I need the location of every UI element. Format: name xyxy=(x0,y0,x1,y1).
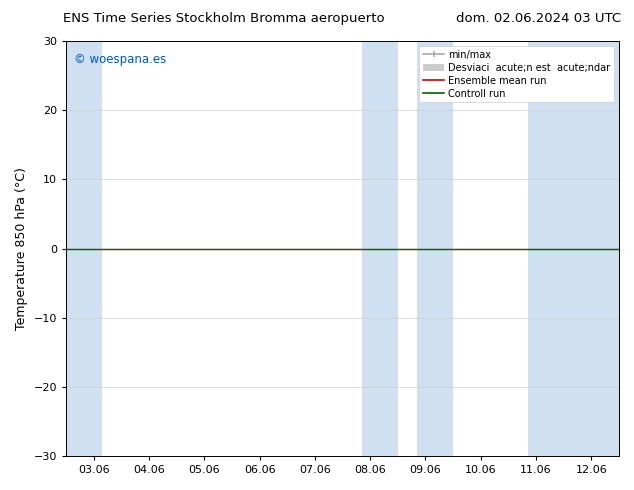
Y-axis label: Temperature 850 hPa (°C): Temperature 850 hPa (°C) xyxy=(15,167,28,330)
Text: dom. 02.06.2024 03 UTC: dom. 02.06.2024 03 UTC xyxy=(456,12,621,25)
Legend: min/max, Desviaci  acute;n est  acute;ndar, Ensemble mean run, Controll run: min/max, Desviaci acute;n est acute;ndar… xyxy=(419,46,614,102)
Bar xyxy=(527,41,619,456)
Text: ENS Time Series Stockholm Bromma aeropuerto: ENS Time Series Stockholm Bromma aeropue… xyxy=(63,12,385,25)
Text: © woespana.es: © woespana.es xyxy=(74,53,167,67)
Bar xyxy=(417,41,453,456)
Bar xyxy=(66,41,102,456)
Bar xyxy=(362,41,398,456)
